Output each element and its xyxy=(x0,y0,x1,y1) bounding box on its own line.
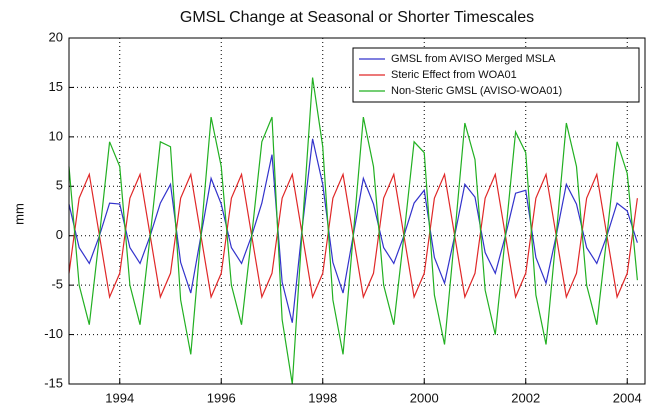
y-tick-label: 15 xyxy=(49,79,63,94)
series-line xyxy=(68,77,638,385)
y-tick-label: -10 xyxy=(44,326,63,341)
chart-title: GMSL Change at Seasonal or Shorter Times… xyxy=(180,9,534,26)
legend-box xyxy=(352,47,640,103)
x-tick-label: 1996 xyxy=(207,390,236,405)
plot-frame xyxy=(68,37,646,385)
x-tick-label: 2002 xyxy=(511,390,540,405)
y-tick-label: 0 xyxy=(56,227,63,242)
legend-label: GMSL from AVISO Merged MSLA xyxy=(391,53,556,65)
legend-label: Steric Effect from WOA01 xyxy=(391,69,517,81)
y-tick-label: 10 xyxy=(49,128,63,143)
y-tick-label: -15 xyxy=(44,375,63,390)
y-tick-label: 5 xyxy=(56,178,63,193)
y-axis-label: mm xyxy=(11,203,26,225)
x-tick-label: 2004 xyxy=(613,390,642,405)
y-tick-label: 20 xyxy=(49,29,63,44)
x-tick-label: 1998 xyxy=(308,390,337,405)
x-tick-label: 1994 xyxy=(105,390,134,405)
x-tick-label: 2000 xyxy=(410,390,439,405)
y-tick-label: -5 xyxy=(51,277,63,292)
legend-label: Non-Steric GMSL (AVISO-WOA01) xyxy=(391,85,562,97)
